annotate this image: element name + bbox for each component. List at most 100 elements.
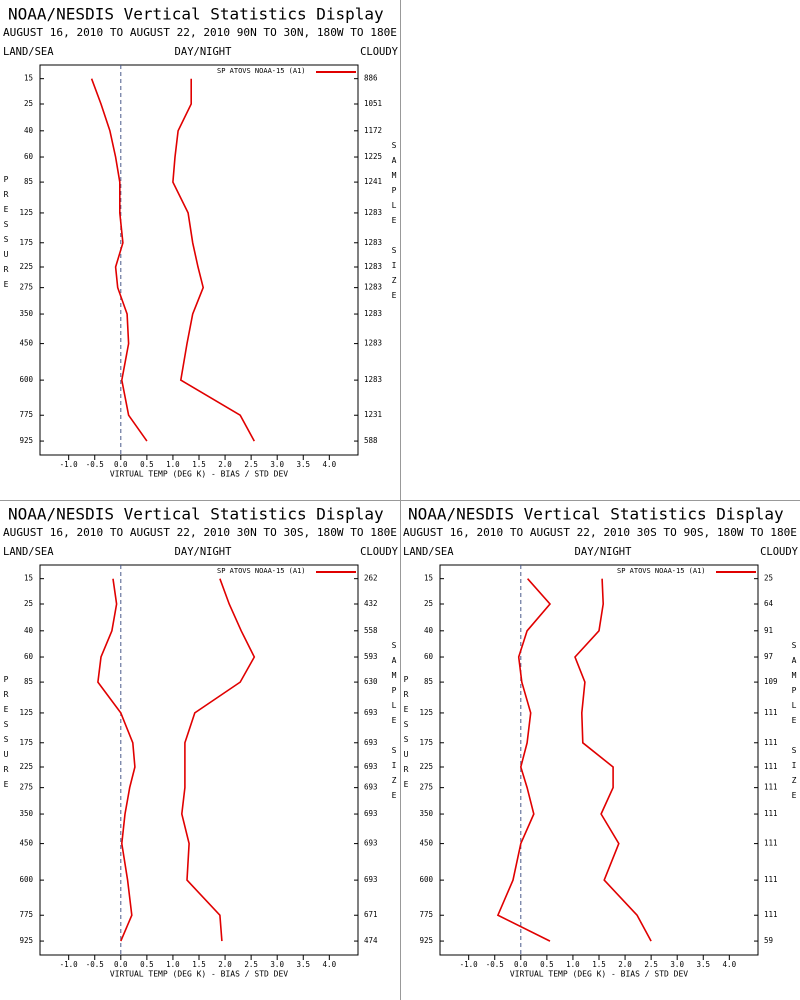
sample-size-label: 64 bbox=[764, 599, 774, 608]
y-tick-label: 40 bbox=[424, 626, 434, 635]
sample-size-label: 25 bbox=[764, 574, 773, 583]
y-tick-label: 225 bbox=[19, 262, 33, 271]
y-axis-label: PRESSURE bbox=[2, 675, 11, 795]
sample-size-label: 111 bbox=[764, 783, 778, 792]
x-tick-label: 3.5 bbox=[696, 960, 710, 969]
right-label: CLOUDY bbox=[360, 546, 399, 558]
x-tick-label: 1.0 bbox=[166, 460, 180, 469]
x-axis-label: VIRTUAL TEMP (DEG K) - BIAS / STD DEV bbox=[510, 970, 688, 979]
center-label: DAY/NIGHT bbox=[175, 46, 233, 58]
y-tick-label: 275 bbox=[19, 783, 33, 792]
x-tick-label: 1.5 bbox=[192, 460, 206, 469]
sample-size-label: 693 bbox=[364, 762, 378, 771]
sample-size-label: 671 bbox=[364, 910, 378, 919]
y-tick-label: 40 bbox=[24, 626, 34, 635]
x-tick-label: -1.0 bbox=[60, 460, 79, 469]
y-tick-label: 60 bbox=[24, 652, 34, 661]
y-tick-label: 600 bbox=[19, 875, 33, 884]
y-tick-label: 125 bbox=[419, 708, 433, 717]
y-tick-label: 175 bbox=[419, 738, 433, 747]
y-tick-label: 450 bbox=[19, 839, 33, 848]
sample-size-label: 693 bbox=[364, 875, 378, 884]
bias-line bbox=[496, 578, 552, 942]
sample-size-label: 432 bbox=[364, 599, 378, 608]
sample-size-label: 109 bbox=[764, 677, 778, 686]
sample-size-label: 91 bbox=[764, 626, 773, 635]
sample-size-label: 1283 bbox=[364, 339, 382, 348]
x-axis-label: VIRTUAL TEMP (DEG K) - BIAS / STD DEV bbox=[110, 470, 288, 479]
left-label: LAND/SEA bbox=[3, 546, 54, 558]
sample-size-label: 59 bbox=[764, 936, 773, 945]
y-tick-label: 600 bbox=[419, 875, 433, 884]
y-tick-label: 125 bbox=[19, 708, 33, 717]
y2-axis-label: SAMPLE SIZE bbox=[390, 641, 399, 806]
x-tick-label: -0.5 bbox=[486, 960, 504, 969]
sample-size-label: 630 bbox=[364, 677, 378, 686]
subtitle: AUGUST 16, 2010 TO AUGUST 22, 2010 30N T… bbox=[3, 527, 397, 539]
right-label: CLOUDY bbox=[760, 546, 799, 558]
x-tick-label: 1.0 bbox=[166, 960, 180, 969]
x-tick-label: 1.5 bbox=[592, 960, 606, 969]
std-dev-line bbox=[574, 578, 652, 942]
y-tick-label: 925 bbox=[419, 936, 433, 945]
sample-size-label: 1231 bbox=[364, 410, 382, 419]
sample-size-label: 1283 bbox=[364, 238, 382, 247]
y-tick-label: 275 bbox=[419, 783, 433, 792]
y-tick-label: 25 bbox=[424, 599, 433, 608]
sample-size-label: 593 bbox=[364, 652, 378, 661]
center-label: DAY/NIGHT bbox=[175, 546, 233, 558]
y-tick-label: 15 bbox=[424, 574, 433, 583]
y-tick-label: 225 bbox=[419, 762, 433, 771]
sample-size-label: 111 bbox=[764, 910, 778, 919]
sample-size-label: 474 bbox=[364, 936, 378, 945]
sample-size-label: 1283 bbox=[364, 208, 382, 217]
sample-size-label: 111 bbox=[764, 762, 778, 771]
sample-size-label: 558 bbox=[364, 626, 378, 635]
x-tick-label: 2.5 bbox=[244, 960, 258, 969]
sample-size-label: 1241 bbox=[364, 177, 382, 186]
x-tick-label: -0.5 bbox=[86, 960, 104, 969]
y-tick-label: 450 bbox=[419, 839, 433, 848]
x-tick-label: 0.5 bbox=[540, 960, 554, 969]
y-tick-label: 775 bbox=[19, 410, 33, 419]
legend-label: SP ATOVS NOAA-15 (A1) bbox=[217, 67, 306, 75]
y-tick-label: 85 bbox=[24, 677, 33, 686]
x-tick-label: 4.0 bbox=[723, 960, 737, 969]
y-tick-label: 15 bbox=[24, 574, 33, 583]
x-tick-label: 3.5 bbox=[296, 460, 310, 469]
y-tick-label: 85 bbox=[24, 177, 33, 186]
y-tick-label: 775 bbox=[19, 910, 33, 919]
y-tick-label: 925 bbox=[19, 936, 33, 945]
y-tick-label: 40 bbox=[24, 126, 34, 135]
title: NOAA/NESDIS Vertical Statistics Display bbox=[8, 5, 384, 24]
x-tick-label: -0.5 bbox=[86, 460, 104, 469]
sample-size-label: 111 bbox=[764, 875, 778, 884]
y2-axis-label: SAMPLE SIZE bbox=[790, 641, 799, 806]
sample-size-label: 1172 bbox=[364, 126, 382, 135]
subtitle: AUGUST 16, 2010 TO AUGUST 22, 2010 90N T… bbox=[3, 27, 397, 39]
x-tick-label: 0.5 bbox=[140, 460, 154, 469]
bias-line bbox=[97, 578, 136, 942]
left-label: LAND/SEA bbox=[403, 546, 454, 558]
x-tick-label: 2.5 bbox=[244, 460, 258, 469]
sample-size-label: 693 bbox=[364, 839, 378, 848]
x-tick-label: 3.0 bbox=[270, 960, 284, 969]
y-tick-label: 275 bbox=[19, 283, 33, 292]
y-tick-label: 350 bbox=[19, 809, 33, 818]
x-tick-label: 4.0 bbox=[323, 960, 337, 969]
y-tick-label: 350 bbox=[19, 309, 33, 318]
x-tick-label: 3.0 bbox=[670, 960, 684, 969]
sample-size-label: 886 bbox=[364, 74, 378, 83]
x-tick-label: 0.0 bbox=[114, 460, 128, 469]
x-tick-label: -1.0 bbox=[460, 960, 479, 969]
sample-size-label: 262 bbox=[364, 574, 378, 583]
x-tick-label: 0.0 bbox=[514, 960, 528, 969]
std-dev-line bbox=[172, 78, 256, 442]
bias-line bbox=[90, 78, 148, 442]
sample-size-label: 111 bbox=[764, 839, 778, 848]
sample-size-label: 1283 bbox=[364, 283, 382, 292]
x-tick-label: 3.0 bbox=[270, 460, 284, 469]
sample-size-label: 97 bbox=[764, 652, 773, 661]
